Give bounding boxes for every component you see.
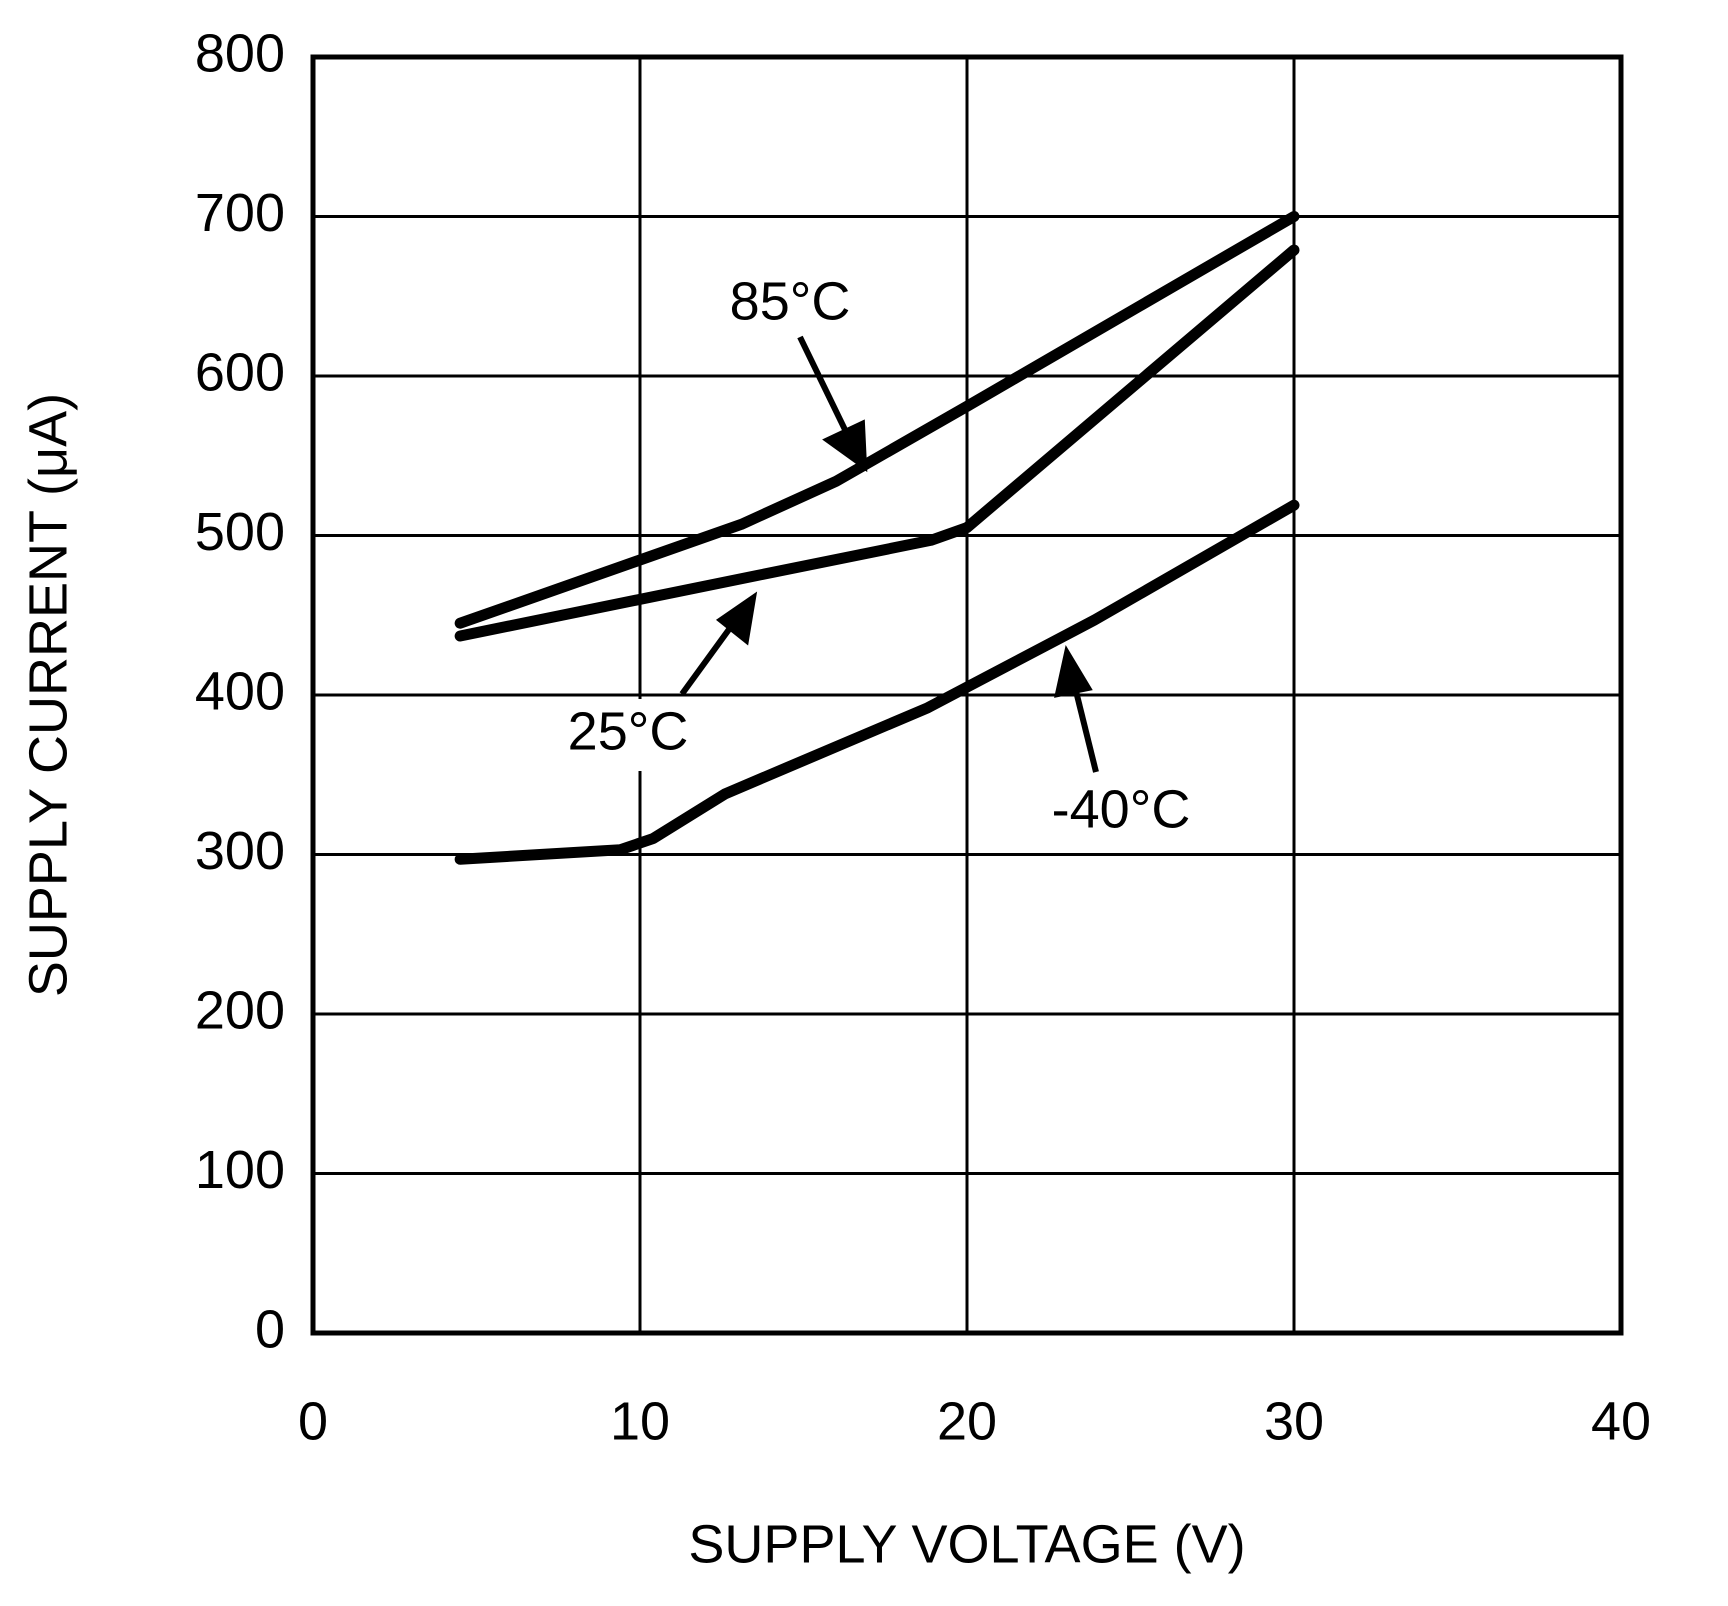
- lines: [454, 211, 1300, 865]
- arrow-head: [1054, 644, 1093, 698]
- x-axis-label: SUPPLY VOLTAGE (V): [688, 1514, 1245, 1574]
- series-line: [454, 244, 1300, 642]
- arrow: [797, 335, 853, 442]
- arrow-head: [715, 591, 758, 646]
- series-label: -40°C: [1052, 779, 1191, 839]
- y-tick-label: 400: [195, 661, 285, 721]
- label-background: [533, 699, 723, 771]
- arrows: [679, 335, 1099, 773]
- plot-frame: [310, 54, 1624, 1336]
- x-tick-label: 20: [937, 1391, 997, 1451]
- x-tick-label: 0: [298, 1391, 328, 1451]
- series-line: [454, 211, 1300, 629]
- y-axis-label: SUPPLY CURRENT (μA): [18, 393, 78, 997]
- y-tick-label: 100: [195, 1140, 285, 1200]
- y-tick-label: 700: [195, 183, 285, 243]
- grid: [311, 55, 1623, 1335]
- x-tick-label: 30: [1264, 1391, 1324, 1451]
- series-line: [454, 499, 1300, 865]
- y-tick-label: 200: [195, 980, 285, 1040]
- x-tick-label: 10: [610, 1391, 670, 1451]
- arrow-head: [822, 419, 868, 473]
- y-tick-label: 800: [195, 23, 285, 83]
- series-label: 25°C: [568, 701, 689, 761]
- y-tick-label: 0: [255, 1299, 285, 1359]
- label-background: [1026, 777, 1216, 849]
- series-label: 85°C: [730, 271, 851, 331]
- label-background: [695, 269, 885, 341]
- y-tick-label: 300: [195, 821, 285, 881]
- x-tick-label: 40: [1591, 1391, 1651, 1451]
- series-labels: 85°C 25°C -40°C: [533, 269, 1216, 849]
- y-tick-label: 600: [195, 342, 285, 402]
- y-tick-label: 500: [195, 502, 285, 562]
